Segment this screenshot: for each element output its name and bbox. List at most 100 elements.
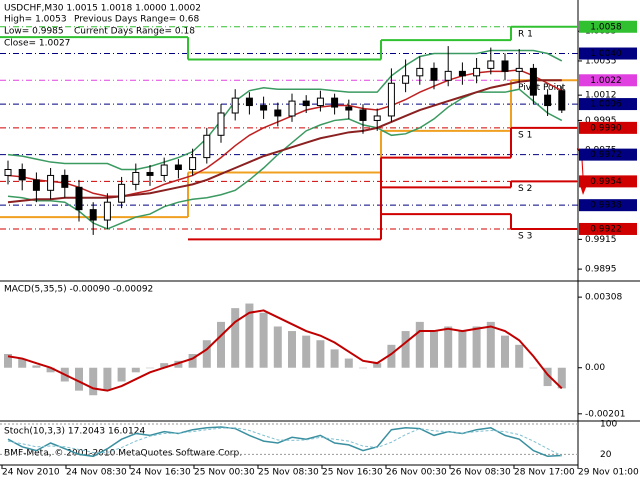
macd-bar [288,331,296,368]
macd-bar [188,353,197,368]
macd-bar [401,331,410,368]
y-tick-label: 0.9995 [585,116,617,126]
info-current-range: Current Days Range= 0.18 [74,27,195,37]
copyright: BMF-Meta, © 2001-2010 MetaQuotes Softwar… [4,449,242,459]
x-tick-label: 24 Nov 16:30 [130,468,191,478]
info-high: High= 1.0053 [4,15,67,25]
y-tick-label: 0.00 [585,363,605,373]
candle-body [501,60,509,72]
stoch-title: Stoch(10,3,3) 17.2043 16.0124 [4,427,145,437]
macd-bar [486,321,495,368]
macd-bar [32,365,41,368]
macd-bar [18,358,27,368]
candle-body [416,67,424,77]
macd-bar [89,367,98,396]
y-tick-label: 0.9895 [585,265,617,275]
candle-body [118,183,126,203]
candle-body [89,209,97,221]
macd-bar [4,353,12,368]
candle-body [387,82,395,117]
macd-bar [359,367,367,369]
candle-body [231,97,239,114]
candle-body [473,67,481,77]
price-label-box [579,199,637,212]
y-tick-label: 100 [600,420,617,430]
price-label: 1.0022 [590,76,622,86]
macd-bar [302,335,311,368]
candle-body [544,94,552,107]
price-label: 0.9972 [590,150,622,160]
price-label: 1.0040 [590,49,622,59]
macd-bar [415,321,424,368]
price-label: 0.9922 [590,224,622,234]
candle-body [160,164,168,176]
info-close: Close= 1.0027 [4,39,70,49]
candle-body [373,115,381,121]
macd-bar [430,331,438,368]
stoch-main [7,426,562,458]
x-tick-label: 26 Nov 00:30 [386,468,447,478]
macd-bar [458,331,467,368]
candle-body [458,70,466,77]
macd-bar [245,303,254,368]
symbol-line: USDCHF,M30 1.0015 1.0018 1.0000 1.0002 [4,4,201,14]
price-label: 1.0058 [590,22,622,32]
candle-body [245,97,253,107]
price-label-box [579,222,637,235]
macd-bar [231,308,240,368]
price-label-box [579,121,637,134]
y-tick-label: 1.0035 [585,56,617,66]
candle-body [32,179,40,191]
price-label-box [579,175,637,188]
macd-bar [330,349,339,368]
candle-body [288,100,296,117]
indicator-line [7,69,563,198]
candle-body [18,168,26,181]
indicator-line [7,79,562,204]
price-label: 1.0006 [590,100,622,110]
macd-signal [7,309,563,392]
macd-bar [387,344,396,368]
price-label-box [579,148,637,161]
candle-body [515,67,523,72]
y-tick-label: 0.00308 [585,293,622,303]
macd-bar [444,326,453,368]
macd-bar [160,363,169,368]
candle-body [430,67,438,81]
macd-bar [472,326,481,368]
macd-bar [131,367,140,373]
candle-body [402,75,410,84]
candle-body [146,171,154,176]
price-label-box [579,74,637,87]
candle-body [302,100,310,107]
macd-bar [543,367,552,387]
candle-body [487,60,495,69]
macd-bar [515,344,524,368]
candle-body [444,70,452,81]
macd-bar [202,340,211,368]
y-tick-label: 0.9915 [585,235,617,245]
pivot-label: S 1 [518,130,532,140]
pivot-label: S 2 [518,184,532,194]
macd-bar [146,367,154,369]
macd-bar [273,326,282,368]
macd-bar [46,367,55,373]
macd-bar [217,321,225,368]
macd-bar [501,335,509,368]
pivot-label: Pivot Point [518,83,566,93]
x-tick-label: 28 Nov 17:00 [514,468,575,478]
macd-bar [259,312,268,368]
x-tick-label: 26 Nov 08:30 [450,468,511,478]
macd-bar [557,367,566,389]
candle-body [359,109,367,121]
macd-bar [344,358,353,368]
candle-body [132,171,140,185]
y-tick-label: -0.00201 [585,409,625,419]
candle-body [75,186,83,211]
x-tick-label: 25 Nov 00:30 [194,468,255,478]
price-label-box [579,20,637,33]
macd-bar [117,367,126,382]
x-tick-label: 25 Nov 08:30 [258,468,319,478]
candle-body [274,109,282,117]
